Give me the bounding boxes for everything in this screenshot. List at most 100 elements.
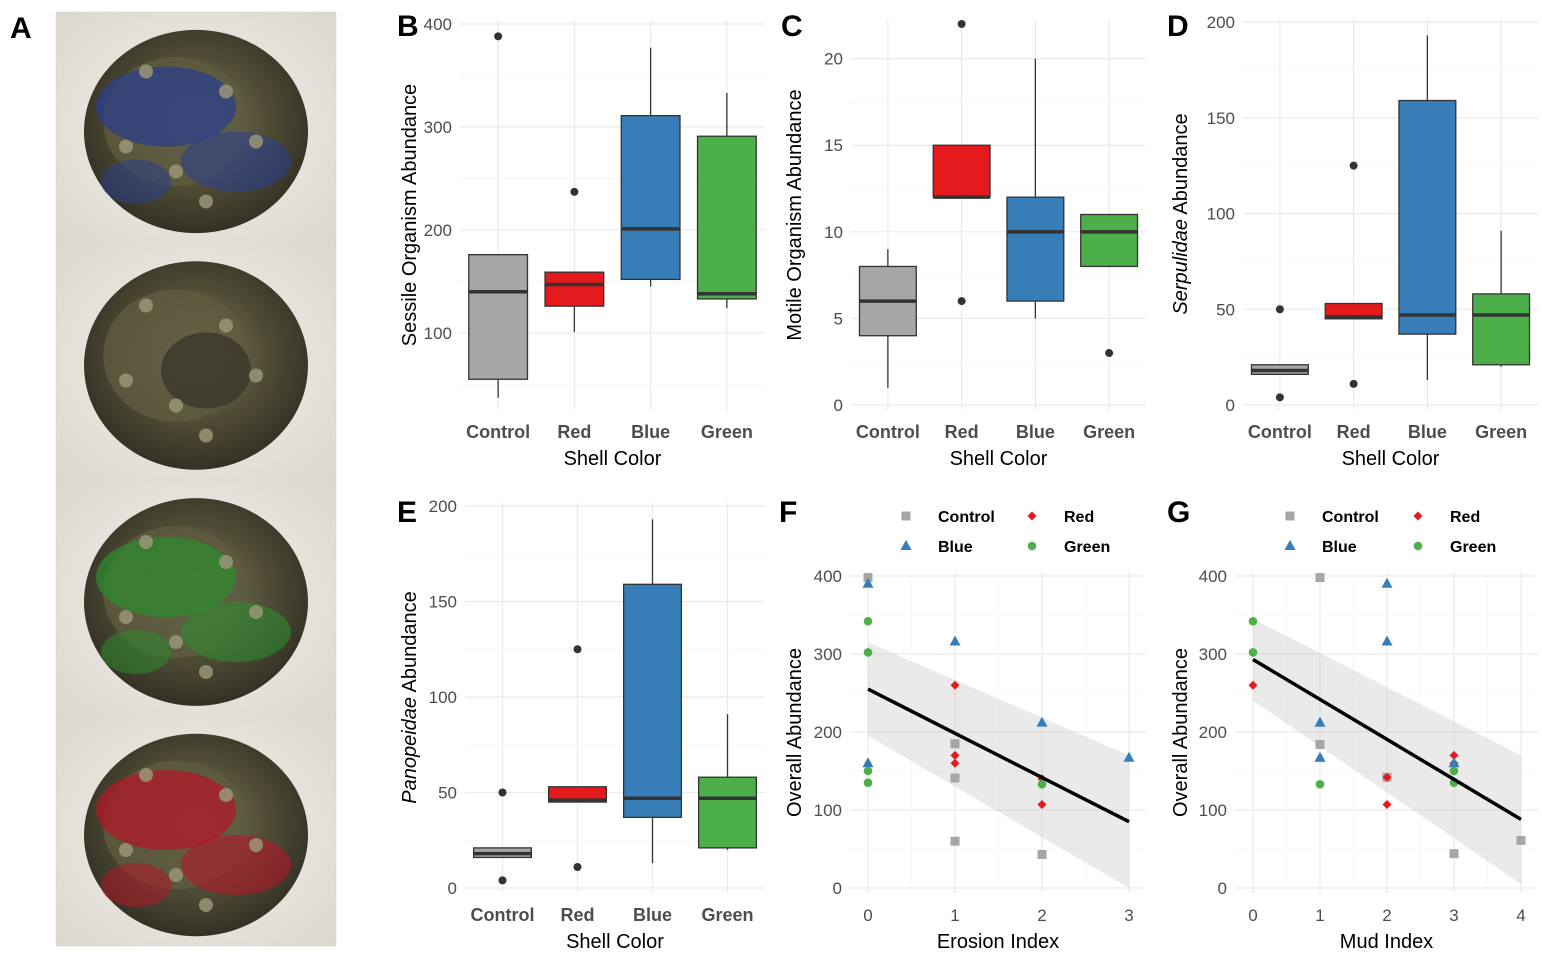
y-axis-title: Overall Abundance <box>784 648 806 817</box>
x-axis-title: Shell Color <box>566 931 664 953</box>
paint-blotch <box>181 602 291 662</box>
point-blue <box>1381 635 1393 646</box>
barnacle <box>169 868 183 882</box>
x-category-label: Control <box>1248 422 1312 442</box>
barnacle <box>219 318 233 333</box>
legend-label: Red <box>1450 509 1480 526</box>
legend-key-red <box>1413 511 1423 521</box>
x-category-label: Red <box>945 422 979 442</box>
box-iqr <box>697 776 758 849</box>
point-red <box>950 758 960 768</box>
point-red <box>950 750 960 760</box>
barnacle <box>139 535 153 549</box>
box-iqr <box>544 271 605 307</box>
y-tick-label: 200 <box>1199 723 1227 742</box>
barnacle <box>219 555 233 569</box>
point-blue <box>1381 577 1393 588</box>
y-axis-title-part: Overall Abundance <box>1170 648 1192 817</box>
barnacle <box>219 788 233 802</box>
point-control <box>1037 849 1047 859</box>
y-axis-title-part: Abundance <box>399 591 421 697</box>
legend-label: Green <box>1450 539 1496 556</box>
x-axis-title: Shell Color <box>1342 448 1440 470</box>
legend-key-red <box>1027 511 1037 521</box>
y-tick-label: 400 <box>1199 567 1227 586</box>
barnacle <box>249 368 263 383</box>
legend-key-control <box>901 511 911 521</box>
point-blue <box>862 757 874 768</box>
x-tick-label: 0 <box>863 906 872 925</box>
y-tick-label: 0 <box>834 396 843 415</box>
x-tick-label: 1 <box>1315 906 1324 925</box>
legend-key-blue <box>900 540 912 550</box>
box-blue <box>1006 58 1065 319</box>
box-green <box>697 714 758 850</box>
box-iqr <box>932 144 991 198</box>
point-control <box>1315 573 1325 583</box>
point-blue <box>862 577 874 588</box>
x-tick-label: 3 <box>1449 906 1458 925</box>
box-control <box>472 788 533 885</box>
y-tick-label: 200 <box>1207 13 1235 32</box>
barnacle <box>219 84 233 99</box>
legend-key-green <box>1413 541 1423 551</box>
x-category-label: Blue <box>633 905 672 925</box>
point-blue <box>1448 757 1460 768</box>
barnacle <box>169 635 183 649</box>
point-control <box>1315 739 1325 749</box>
legend-label: Green <box>1064 539 1110 556</box>
y-tick-label: 0 <box>833 879 842 898</box>
y-axis-title-part: Serpulidae <box>1170 219 1192 315</box>
x-category-label: Red <box>1337 422 1371 442</box>
box-iqr <box>620 114 681 281</box>
panel-letter-d: D <box>1167 10 1189 43</box>
barnacle <box>199 194 213 209</box>
y-tick-label: 300 <box>1199 645 1227 664</box>
outlier-point <box>1275 393 1284 402</box>
legend: Control Red Blue Green <box>1284 509 1496 556</box>
box-iqr <box>1080 213 1139 268</box>
box-red <box>547 645 608 871</box>
panel-letter-c: C <box>781 10 803 43</box>
control-oyster-photo <box>56 243 336 480</box>
box-red <box>1324 161 1383 388</box>
point-blue <box>1123 751 1135 762</box>
point-green <box>1248 648 1258 657</box>
y-tick-label: 100 <box>424 324 452 343</box>
y-tick-label: 50 <box>438 784 457 803</box>
box-control <box>1250 305 1309 402</box>
y-tick-label: 15 <box>824 136 843 155</box>
box-green <box>1472 230 1531 367</box>
point-green <box>863 766 873 776</box>
legend-label: Control <box>1322 509 1379 526</box>
y-tick-label: 10 <box>824 223 843 242</box>
x-category-label: Green <box>701 422 753 442</box>
box-blue <box>620 47 681 287</box>
point-green <box>863 616 873 626</box>
y-tick-label: 300 <box>424 118 452 137</box>
barnacle <box>169 164 183 179</box>
x-axis-title: Mud Index <box>1340 931 1433 953</box>
box-iqr <box>622 583 683 818</box>
panel-a: A <box>10 11 337 947</box>
x-category-label: Control <box>856 422 920 442</box>
box-green <box>1080 213 1139 358</box>
panel-c: 0 5 10 15 20 Control Red Blue Green Shell Color Mo… <box>781 10 1146 470</box>
point-red <box>1382 800 1392 810</box>
legend: Control Red Blue Green <box>900 509 1110 556</box>
y-tick-label: 300 <box>814 645 842 664</box>
outlier-point <box>957 297 966 306</box>
outlier-point <box>1349 161 1358 170</box>
y-axis-title: Serpulidae Abundance <box>1170 113 1192 314</box>
point-red <box>950 680 960 690</box>
y-axis-title-part: Motile Organism Abundance <box>784 89 806 340</box>
y-axis-title: Motile Organism Abundance <box>784 89 806 340</box>
box-red <box>932 20 991 306</box>
y-axis-title: Sessile Organism Abundance <box>399 84 421 346</box>
box-iqr <box>696 135 757 300</box>
x-tick-label: 0 <box>1248 906 1257 925</box>
y-tick-label: 100 <box>1199 801 1227 820</box>
box-iqr <box>1324 302 1383 320</box>
barnacle <box>249 838 263 852</box>
